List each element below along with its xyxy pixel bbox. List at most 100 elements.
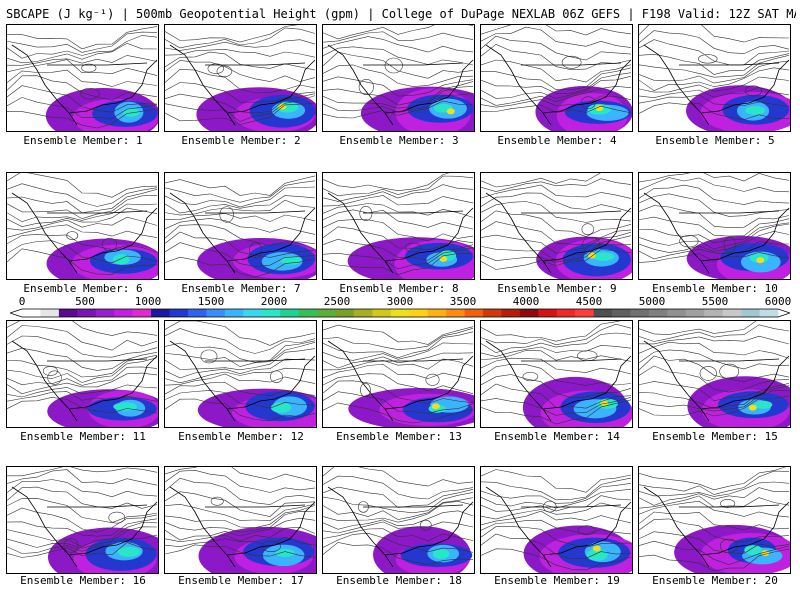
- ensemble-map-panel: [164, 320, 317, 428]
- colorbar-segment: [335, 309, 355, 317]
- colorbar-ticks: 0 500 1000 1500 2000 2500 3000 3500 4000 4500 5000…: [10, 295, 792, 308]
- sbcape-height-map: [639, 321, 790, 427]
- colorbar-segment: [114, 309, 133, 317]
- colorbar-segment: [630, 309, 650, 317]
- ensemble-member-label: Ensemble Member: 12: [178, 430, 304, 443]
- sbcape-height-map: [165, 175, 316, 279]
- ensemble-member-label: Ensemble Member: 19: [494, 574, 620, 587]
- sbcape-height-map: [7, 321, 158, 427]
- ensemble-member-label: Ensemble Member: 18: [336, 574, 462, 587]
- colorbar-tick-label: 5000: [638, 295, 666, 308]
- sbcape-height-map: [7, 26, 158, 131]
- colorbar-segment: [427, 309, 447, 317]
- colorbar-segment: [243, 309, 263, 317]
- ensemble-member-label: Ensemble Member: 2: [181, 134, 301, 147]
- sbcape-height-map: [481, 469, 632, 573]
- ensemble-map-panel: [480, 24, 633, 132]
- colorbar-segment: [648, 309, 668, 317]
- sbcape-height-map: [165, 321, 316, 427]
- colorbar-tick-label: 1000: [134, 295, 162, 308]
- ensemble-map-panel: [480, 172, 633, 280]
- colorbar-segment: [704, 309, 723, 317]
- colorbar-tick-label: 3000: [386, 295, 414, 308]
- ensemble-map-panel: [638, 466, 791, 574]
- colorbar-segment: [187, 309, 207, 317]
- ensemble-map-panel: [480, 466, 633, 574]
- colorbar-segment: [722, 309, 742, 317]
- ensemble-member-label: Ensemble Member: 14: [494, 430, 620, 443]
- ensemble-member-label: Ensemble Member: 5: [655, 134, 775, 147]
- colorbar-segment: [519, 309, 539, 317]
- ensemble-member-label: Ensemble Member: 13: [336, 430, 462, 443]
- sbcape-height-map: [7, 467, 158, 573]
- colorbar-segment: [261, 309, 281, 317]
- colorbar-segment: [556, 309, 576, 317]
- colorbar-segment: [612, 309, 631, 317]
- colorbar-segment: [169, 309, 189, 317]
- ensemble-member-label: Ensemble Member: 17: [178, 574, 304, 587]
- colorbar-segment: [298, 309, 318, 317]
- colorbar-outline: [10, 308, 790, 318]
- colorbar-segment: [22, 309, 41, 317]
- colorbar-segment: [353, 309, 373, 317]
- sbcape-height-map: [165, 467, 316, 573]
- ensemble-member-label: Ensemble Member: 10: [652, 282, 778, 295]
- ensemble-map-panel: [322, 320, 475, 428]
- ensemble-member-label: Ensemble Member: 9: [497, 282, 617, 295]
- ensemble-member-label: Ensemble Member: 4: [497, 134, 617, 147]
- colorbar-tick-label: 3500: [449, 295, 477, 308]
- ensemble-map-panel: [322, 172, 475, 280]
- colorbar-segment: [40, 309, 60, 317]
- colorbar-tick-label: 4500: [575, 295, 603, 308]
- colorbar-segment: [667, 309, 687, 317]
- colorbar-tick-label: 2000: [260, 295, 288, 308]
- colorbar-segment: [501, 309, 521, 317]
- colorbar-tick-label: 5500: [701, 295, 729, 308]
- sbcape-height-map: [639, 25, 790, 131]
- sbcape-height-map: [639, 467, 790, 573]
- ensemble-member-label: Ensemble Member: 16: [20, 574, 146, 587]
- colorbar-segment: [95, 309, 115, 317]
- colorbar-segment: [741, 309, 760, 317]
- colorbar-segment: [224, 309, 244, 317]
- colorbar-segment: [390, 309, 410, 317]
- figure-title: SBCAPE (J kg⁻¹) | 500mb Geopotential Hei…: [6, 7, 796, 21]
- ensemble-member-label: Ensemble Member: 6: [23, 282, 143, 295]
- ensemble-map-panel: [322, 466, 475, 574]
- colorbar-segment: [759, 309, 779, 317]
- sbcape-height-map: [481, 321, 632, 427]
- ensemble-map-panel: [322, 24, 475, 132]
- sbcape-height-map: [323, 25, 474, 131]
- ensemble-member-label: Ensemble Member: 15: [652, 430, 778, 443]
- sbcape-height-map: [323, 324, 474, 427]
- ensemble-map-panel: [164, 172, 317, 280]
- ensemble-member-label: Ensemble Member: 1: [23, 134, 143, 147]
- ensemble-map-panel: [638, 320, 791, 428]
- colorbar-segment: [132, 309, 152, 317]
- ensemble-map-panel: [6, 172, 159, 280]
- colorbar-segment: [482, 309, 502, 317]
- ensemble-map-panel: [6, 320, 159, 428]
- ensemble-map-panel: [480, 320, 633, 428]
- colorbar-tick-label: 500: [75, 295, 95, 308]
- figure-header: SBCAPE (J kg⁻¹) | 500mb Geopotential Hei…: [6, 6, 796, 22]
- colorbar-segment: [372, 309, 392, 317]
- ensemble-map-panel: [164, 24, 317, 132]
- sbcape-height-map: [323, 467, 474, 573]
- sbcape-height-map: [481, 173, 632, 279]
- colorbar-tick-label: 2500: [323, 295, 351, 308]
- colorbar-segment: [151, 309, 170, 317]
- colorbar-segment: [58, 309, 78, 317]
- colorbar-tick-label: 0: [18, 295, 26, 308]
- colorbar-segment: [575, 309, 594, 317]
- sbcape-height-map: [481, 25, 632, 131]
- colorbar-segment: [280, 309, 299, 317]
- sbcape-height-map: [165, 25, 316, 131]
- colorbar-segment: [409, 309, 428, 317]
- ensemble-member-label: Ensemble Member: 11: [20, 430, 146, 443]
- ensemble-member-label: Ensemble Member: 20: [652, 574, 778, 587]
- colorbar-segment: [593, 309, 613, 317]
- colorbar-segment: [685, 309, 705, 317]
- colorbar-tick-label: 6000: [764, 295, 792, 308]
